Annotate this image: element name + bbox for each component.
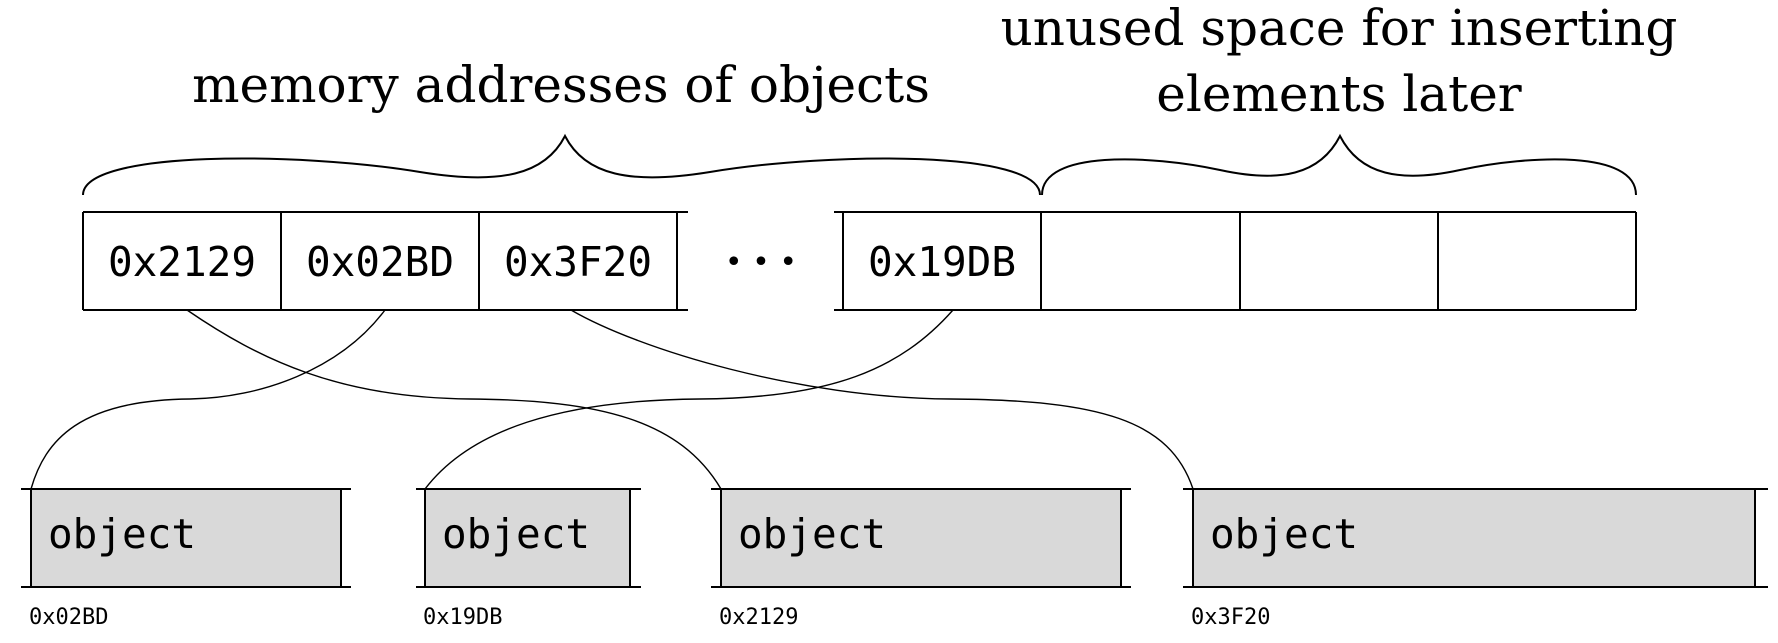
object-label: object	[738, 510, 886, 558]
right-brace-label-line-1: unused space for inserting	[1001, 0, 1678, 57]
pointer-0x02BD	[30, 309, 386, 490]
pointer-0x3F20	[570, 309, 1194, 490]
object-address-caption: 0x02BD	[29, 605, 108, 630]
left-brace-label: memory addresses of objects	[192, 56, 930, 114]
object-block-0x2129	[711, 488, 1131, 588]
object-label: object	[1210, 510, 1358, 558]
pointer-0x19DB	[424, 309, 954, 490]
object-block-0x02BD	[21, 488, 351, 588]
object-address-caption: 0x3F20	[1191, 605, 1270, 630]
object-block-0x19DB	[416, 488, 641, 588]
pointer-0x2129	[186, 309, 722, 490]
array-ellipsis: • • •	[725, 245, 797, 280]
array-left-segment	[82, 211, 688, 311]
object-label: object	[442, 510, 590, 558]
array-cell-address: 0x19DB	[868, 238, 1016, 286]
array-cell-address: 0x02BD	[306, 238, 454, 286]
object-address-caption: 0x2129	[719, 605, 798, 630]
array-cell-address: 0x2129	[108, 238, 256, 286]
object-block-0x3F20	[1183, 488, 1768, 588]
array-cell-address: 0x3F20	[504, 238, 652, 286]
right-brace	[1041, 133, 1637, 196]
left-brace	[82, 133, 1041, 196]
object-address-caption: 0x19DB	[423, 605, 502, 630]
array-right-segment	[834, 211, 1637, 311]
pointer-curves	[30, 309, 1194, 490]
right-brace-label-line-2: elements later	[1156, 65, 1522, 123]
object-label: object	[48, 510, 196, 558]
